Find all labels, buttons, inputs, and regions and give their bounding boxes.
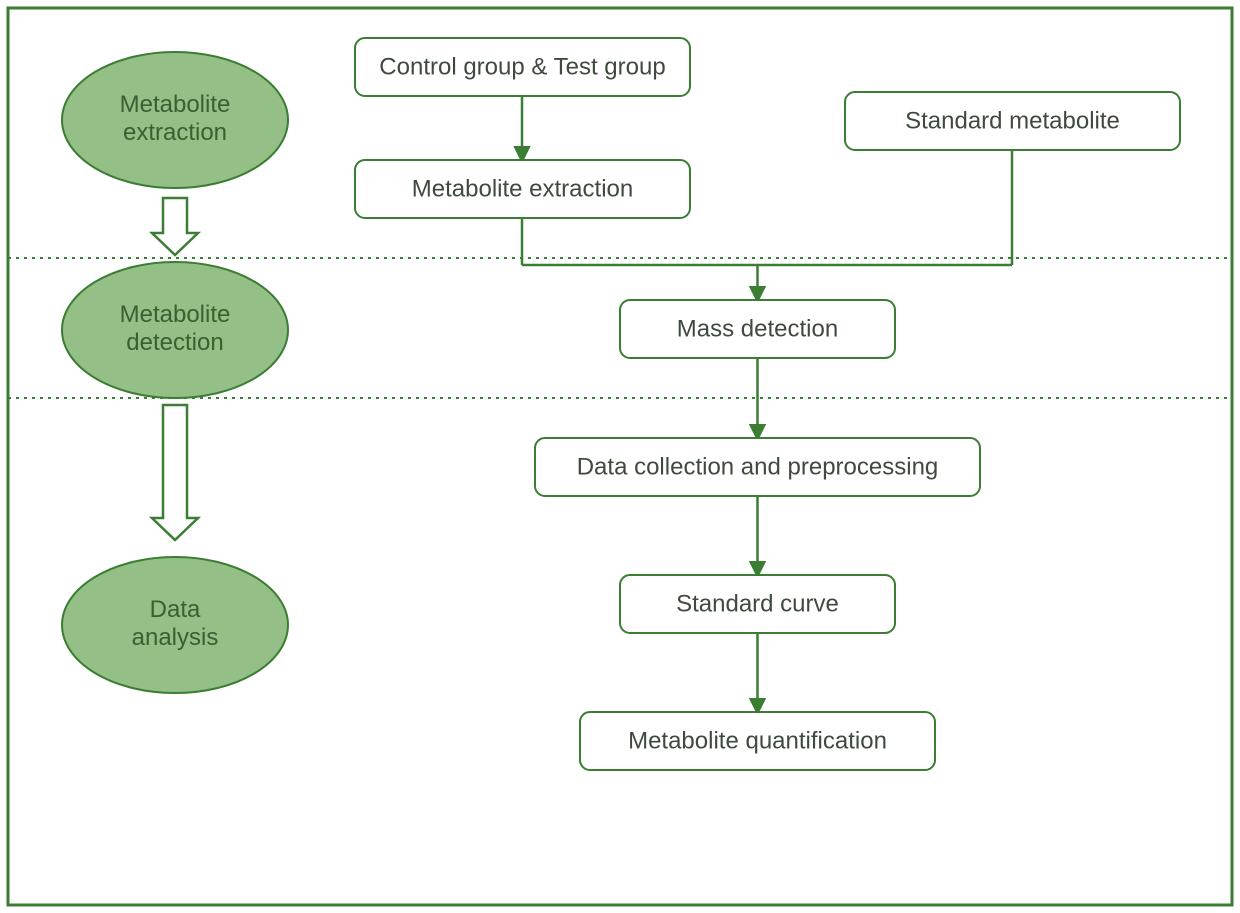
hollow-arrow-2	[152, 405, 198, 540]
ellipse-extraction: Metaboliteextraction	[62, 52, 288, 188]
box-met-quant-label: Metabolite quantification	[628, 727, 887, 754]
box-mass-detection: Mass detection	[620, 300, 895, 358]
box-mass-detection-label: Mass detection	[677, 315, 838, 342]
box-standard-curve-label: Standard curve	[676, 590, 839, 617]
hollow-arrow-1	[152, 198, 198, 255]
ellipse-extraction-label: Metaboliteextraction	[120, 91, 231, 146]
box-control-test: Control group & Test group	[355, 38, 690, 96]
box-met-extraction-label: Metabolite extraction	[412, 175, 633, 202]
box-data-collection-label: Data collection and preprocessing	[577, 453, 939, 480]
box-standard-curve: Standard curve	[620, 575, 895, 633]
ellipse-detection: Metabolitedetection	[62, 262, 288, 398]
box-control-test-label: Control group & Test group	[379, 53, 665, 80]
box-met-quant: Metabolite quantification	[580, 712, 935, 770]
ellipse-analysis: Dataanalysis	[62, 557, 288, 693]
ellipse-detection-label: Metabolitedetection	[120, 301, 231, 356]
box-standard-met: Standard metabolite	[845, 92, 1180, 150]
box-data-collection: Data collection and preprocessing	[535, 438, 980, 496]
box-met-extraction: Metabolite extraction	[355, 160, 690, 218]
box-standard-met-label: Standard metabolite	[905, 107, 1120, 134]
